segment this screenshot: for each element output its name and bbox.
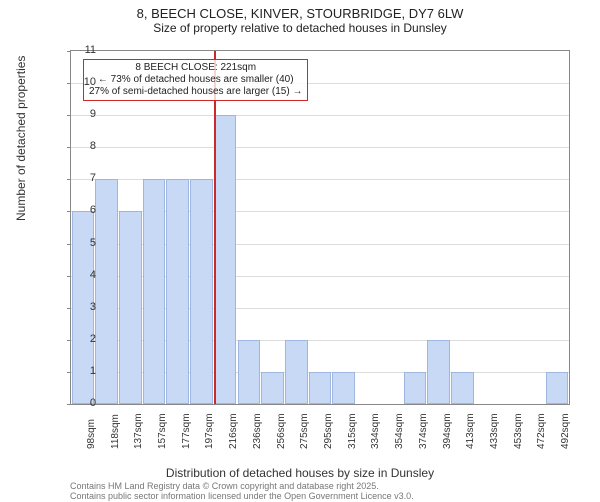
- x-tick-label: 413sqm: [465, 413, 476, 449]
- x-tick-label: 394sqm: [442, 413, 453, 449]
- y-tick-label: 6: [72, 204, 96, 216]
- x-tick-label: 137sqm: [133, 413, 144, 449]
- y-axis-label: Number of detached properties: [14, 56, 28, 221]
- annotation-box: 8 BEECH CLOSE: 221sqm← 73% of detached h…: [83, 59, 308, 101]
- gridline: [71, 147, 569, 148]
- y-tick-label: 3: [72, 301, 96, 313]
- annotation-line-3: 27% of semi-detached houses are larger (…: [89, 86, 302, 98]
- chart-footer: Contains HM Land Registry data © Crown c…: [70, 482, 414, 502]
- histogram-bar: [190, 179, 213, 404]
- x-tick-label: 157sqm: [157, 413, 168, 449]
- x-tick-label: 216sqm: [228, 413, 239, 449]
- chart-plot-area: 8 BEECH CLOSE: 221sqm← 73% of detached h…: [70, 50, 570, 405]
- y-tick-label: 8: [72, 140, 96, 152]
- chart-title: 8, BEECH CLOSE, KINVER, STOURBRIDGE, DY7…: [0, 6, 600, 21]
- histogram-bar: [309, 372, 332, 404]
- x-tick-label: 118sqm: [110, 414, 121, 449]
- annotation-line-1: 8 BEECH CLOSE: 221sqm: [89, 62, 302, 74]
- x-tick-label: 256sqm: [276, 413, 287, 449]
- x-tick-label: 334sqm: [370, 413, 381, 449]
- y-tick-label: 1: [72, 365, 96, 377]
- y-tick-label: 4: [72, 269, 96, 281]
- chart-title-block: 8, BEECH CLOSE, KINVER, STOURBRIDGE, DY7…: [0, 6, 600, 35]
- x-tick-label: 295sqm: [323, 413, 334, 449]
- x-tick-label: 374sqm: [418, 413, 429, 449]
- x-tick-label: 472sqm: [536, 413, 547, 449]
- footer-line-2: Contains public sector information licen…: [70, 492, 414, 502]
- x-tick-label: 98sqm: [86, 419, 97, 449]
- histogram-bar: [95, 179, 118, 404]
- x-tick-label: 354sqm: [394, 413, 405, 449]
- chart-subtitle: Size of property relative to detached ho…: [0, 21, 600, 35]
- histogram-bar: [404, 372, 427, 404]
- y-tick-label: 2: [72, 333, 96, 345]
- histogram-bar: [285, 340, 308, 404]
- x-tick-label: 433sqm: [489, 413, 500, 449]
- x-axis-label: Distribution of detached houses by size …: [0, 466, 600, 480]
- x-tick-label: 275sqm: [299, 413, 310, 449]
- histogram-bar: [238, 340, 261, 404]
- x-tick-label: 315sqm: [347, 413, 358, 449]
- y-tick-label: 9: [72, 108, 96, 120]
- histogram-bar: [119, 211, 142, 404]
- gridline: [71, 115, 569, 116]
- y-tick-label: 11: [72, 44, 96, 56]
- histogram-bar: [166, 179, 189, 404]
- y-tick-label: 0: [72, 397, 96, 409]
- y-tick-label: 10: [72, 76, 96, 88]
- x-tick-label: 197sqm: [204, 413, 215, 449]
- x-tick-label: 492sqm: [560, 413, 571, 449]
- annotation-line-2: ← 73% of detached houses are smaller (40…: [89, 74, 302, 86]
- property-marker-line: [214, 51, 216, 404]
- x-tick-label: 453sqm: [513, 413, 524, 449]
- histogram-bar: [546, 372, 569, 404]
- y-tick-label: 5: [72, 237, 96, 249]
- histogram-bar: [451, 372, 474, 404]
- histogram-bar: [427, 340, 450, 404]
- x-tick-label: 177sqm: [181, 413, 192, 449]
- histogram-bar: [261, 372, 284, 404]
- x-tick-label: 236sqm: [252, 413, 263, 449]
- histogram-bar: [214, 115, 237, 404]
- y-tick-label: 7: [72, 172, 96, 184]
- histogram-bar: [332, 372, 355, 404]
- histogram-bar: [143, 179, 166, 404]
